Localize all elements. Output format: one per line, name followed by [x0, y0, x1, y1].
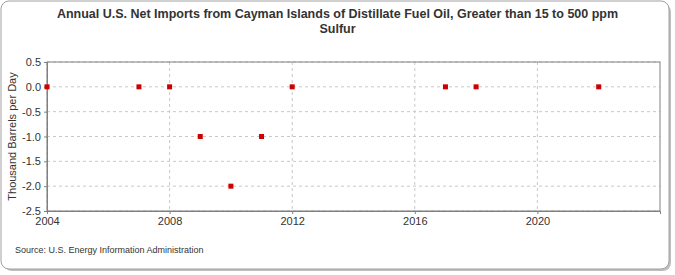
x-tick: 2020 [526, 211, 550, 227]
plot-frame [47, 62, 660, 211]
y-tick-label: -2.0 [22, 180, 41, 192]
point [474, 84, 479, 89]
grid-line [537, 62, 538, 211]
y-tick-label: 0.5 [26, 56, 41, 68]
x-tick-mark [415, 211, 416, 214]
y-tick-label: -1.5 [22, 155, 41, 167]
grid-line [47, 186, 660, 187]
y-tick-mark [44, 211, 47, 212]
x-tick: 2016 [403, 211, 427, 227]
chart: -2.5-2.0-1.5-1.0-0.50.00.520042008201220… [0, 0, 675, 275]
y-tick: -1.5 [22, 155, 47, 167]
y-tick-mark [44, 186, 47, 187]
y-tick: -1.0 [22, 131, 47, 143]
grid [47, 62, 660, 211]
points [45, 84, 602, 188]
frame [1, 1, 669, 269]
point [136, 84, 141, 89]
x-tick-mark [170, 211, 171, 214]
y-tick-mark [44, 62, 47, 63]
x-tick-mark [47, 211, 48, 214]
x-tick-label: 2012 [280, 215, 304, 227]
point [596, 84, 601, 89]
point [228, 184, 233, 189]
point [45, 84, 50, 89]
title: Annual U.S. Net Imports from Cayman Isla… [57, 7, 618, 36]
point [198, 134, 203, 139]
x-axis-line [48, 212, 661, 215]
y-tick: -0.5 [22, 106, 47, 118]
y-tick-label: -1.0 [22, 131, 41, 143]
source: Source: U.S. Energy Information Administ… [15, 245, 204, 255]
x-axis: 2004 2008 2012 2016 2020 [35, 211, 660, 227]
y-tick: 0.0 [26, 81, 47, 93]
x-tick-mark [537, 211, 538, 214]
x-tick-mark [292, 211, 293, 214]
point [290, 84, 295, 89]
point [259, 134, 264, 139]
y-tick-label: -0.5 [22, 106, 41, 118]
y-tick: -2.0 [22, 180, 47, 192]
x-tick-label: 2008 [158, 215, 182, 227]
x-tick-label: 2004 [35, 215, 59, 227]
y-tick-label: 0.0 [26, 81, 41, 93]
x-tick: 2008 [158, 211, 182, 227]
grid-line [47, 136, 660, 137]
grid-line [414, 62, 415, 211]
y-tick: 0.5 [26, 56, 47, 68]
grid-line [47, 111, 660, 112]
point [443, 84, 448, 89]
y-tick-mark [44, 161, 47, 162]
y-tick-mark [44, 137, 47, 138]
x-tick-label: 2020 [526, 215, 550, 227]
y-axis-title: Thousand Barrels per Day [6, 72, 18, 201]
x-tick: 2012 [280, 211, 304, 227]
point [167, 84, 172, 89]
x-tick-label: 2016 [403, 215, 427, 227]
grid-line [47, 161, 660, 162]
x-tick: 2004 [35, 211, 59, 227]
y-axis: -2.5-2.0-1.5-1.0-0.50.00.5 [22, 56, 47, 217]
y-tick-mark [44, 112, 47, 113]
